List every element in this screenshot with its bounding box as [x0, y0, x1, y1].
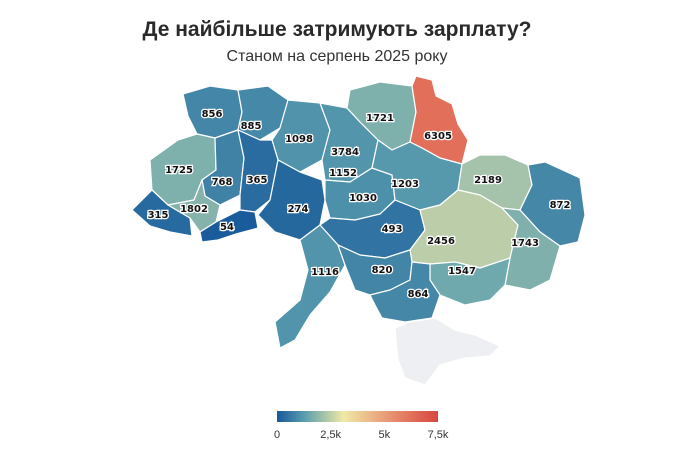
- region-label-kharkiv: 2189: [474, 175, 502, 186]
- region-label-cherkasy: 1030: [349, 193, 377, 204]
- region-label-rivne: 885: [241, 121, 262, 132]
- region-label-kyiv-oblast: 1152: [329, 168, 357, 179]
- region-label-kherson: 864: [408, 289, 429, 300]
- region-donetsk: [501, 207, 561, 291]
- chart-subtitle: Станом на серпень 2025 року: [226, 48, 448, 65]
- region-chernivtsi: [199, 209, 259, 243]
- legend-tick-label: 0: [273, 429, 281, 441]
- region-label-ternopil: 768: [212, 177, 233, 188]
- region-label-zaporizhzhia: 1547: [448, 266, 476, 277]
- region-label-lviv: 1725: [165, 165, 193, 176]
- region-label-donetsk: 1743: [511, 238, 539, 249]
- region-label-sumy: 6305: [424, 131, 452, 142]
- region-label-volyn: 856: [202, 109, 223, 120]
- region-label-chernivtsi: 54: [220, 222, 234, 233]
- region-ivano-frankivsk: [167, 179, 221, 233]
- region-label-zhytomyr: 1098: [285, 134, 313, 145]
- region-label-mykolaiv: 820: [372, 265, 393, 276]
- region-label-vinnytsia: 274: [288, 204, 309, 215]
- region-label-poltava: 1203: [391, 179, 419, 190]
- region-label-kyiv-city: 3784: [331, 147, 359, 158]
- region-label-dnipropetrovsk: 2456: [427, 236, 455, 247]
- region-label-ivano-frankivsk: 1802: [180, 204, 208, 215]
- chart-title: Де найбільше затримують зарплату?: [142, 18, 532, 41]
- region-khmelnytskyi: [237, 129, 279, 213]
- region-label-luhansk: 872: [550, 200, 571, 211]
- legend-tick-label: 7,5k: [427, 429, 449, 441]
- legend-tick-label: 2,5k: [320, 429, 342, 441]
- region-label-chernihiv: 1721: [366, 113, 394, 124]
- region-kherson: [369, 261, 441, 323]
- region-odesa: [274, 224, 346, 349]
- region-label-khmelnytskyi: 365: [247, 175, 268, 186]
- region-crimea: [394, 317, 501, 386]
- legend-tick-label: 5k: [378, 429, 391, 441]
- region-label-kirovohrad: 493: [382, 224, 403, 235]
- region-luhansk: [519, 161, 586, 247]
- region-rivne: [237, 85, 289, 141]
- region-label-zakarpattia: 315: [148, 210, 169, 221]
- legend-colorbar: [277, 411, 438, 422]
- region-zakarpattia: [131, 189, 193, 237]
- region-label-odesa: 1116: [311, 267, 339, 278]
